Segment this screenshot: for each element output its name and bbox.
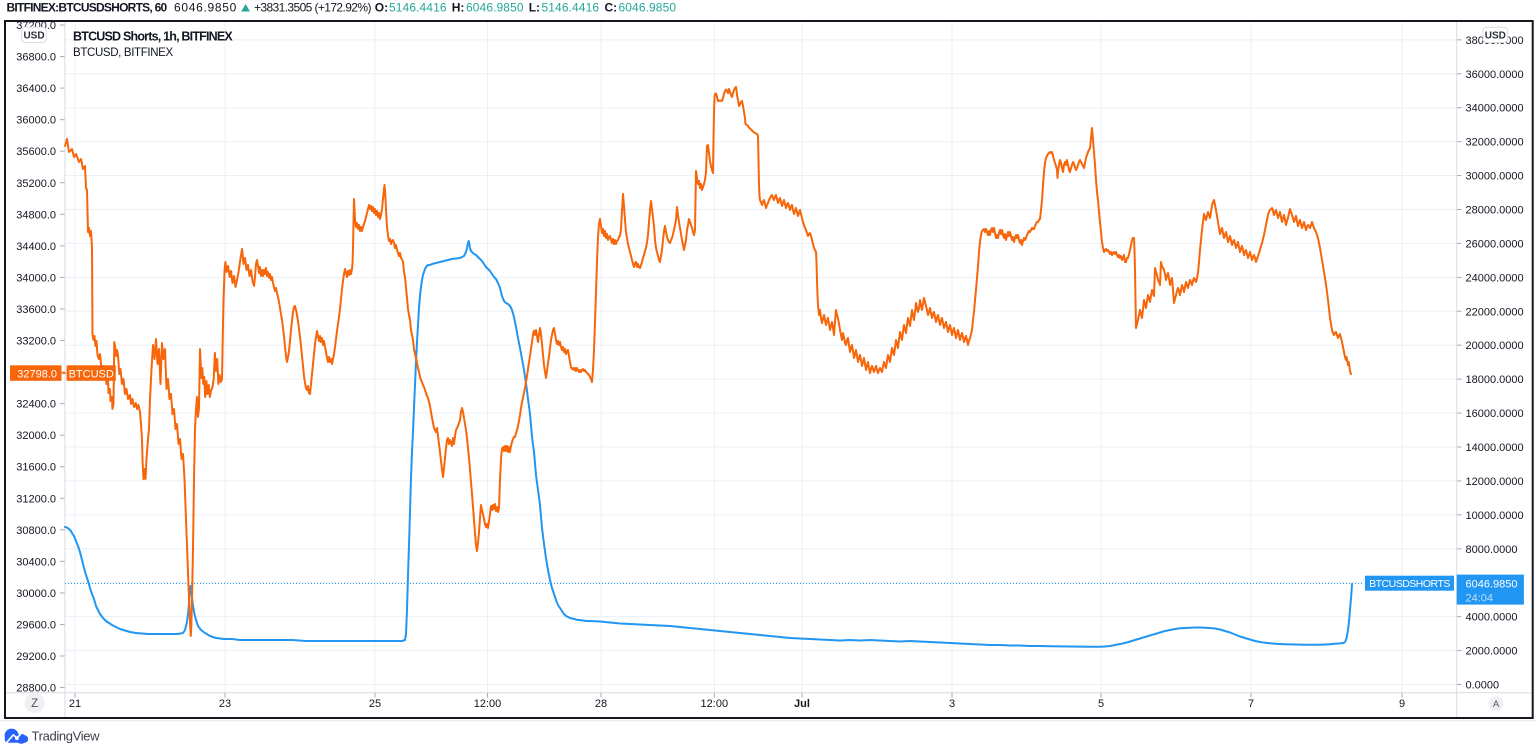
svg-text:7: 7 <box>1248 698 1254 710</box>
svg-text:30800.0: 30800.0 <box>16 525 56 537</box>
svg-text:28: 28 <box>595 698 607 710</box>
svg-text:33600.0: 33600.0 <box>16 304 56 316</box>
svg-text:23: 23 <box>219 698 231 710</box>
svg-text:30400.0: 30400.0 <box>16 556 56 568</box>
svg-text:36400.0: 36400.0 <box>16 83 56 95</box>
svg-text:32798.0: 32798.0 <box>17 368 57 380</box>
svg-text:24000.0000: 24000.0000 <box>1466 272 1524 284</box>
svg-text:TradingView: TradingView <box>32 728 101 743</box>
svg-text:C:: C: <box>605 1 618 15</box>
svg-text:12:00: 12:00 <box>474 698 502 710</box>
svg-text:34800.0: 34800.0 <box>16 209 56 221</box>
svg-text:22000.0000: 22000.0000 <box>1466 306 1524 318</box>
svg-text:Jul: Jul <box>794 698 810 710</box>
svg-text:H:: H: <box>452 1 465 15</box>
svg-text:14000.0000: 14000.0000 <box>1466 442 1524 454</box>
svg-text:34000.0000: 34000.0000 <box>1466 103 1524 115</box>
svg-text:4000.0000: 4000.0000 <box>1466 612 1518 624</box>
svg-text:6046.9850: 6046.9850 <box>174 1 237 15</box>
svg-text:BTCUSD, BITFINEX: BTCUSD, BITFINEX <box>73 47 174 59</box>
svg-text:24:04: 24:04 <box>1466 592 1494 604</box>
svg-text:O:: O: <box>375 1 388 15</box>
svg-text:35200.0: 35200.0 <box>16 178 56 190</box>
svg-text:5146.4416: 5146.4416 <box>389 1 447 15</box>
svg-text:36000.0: 36000.0 <box>16 115 56 127</box>
svg-text:20000.0000: 20000.0000 <box>1466 340 1524 352</box>
svg-text:33200.0: 33200.0 <box>16 336 56 348</box>
svg-text:34000.0: 34000.0 <box>16 272 56 284</box>
svg-text:6046.9850: 6046.9850 <box>1466 579 1518 591</box>
svg-text:BTCUSDSHORTS: BTCUSDSHORTS <box>1369 578 1450 590</box>
svg-text:A: A <box>1493 699 1500 710</box>
svg-text:USD: USD <box>1485 31 1506 42</box>
svg-text:5: 5 <box>1098 698 1104 710</box>
svg-text:2000.0000: 2000.0000 <box>1466 646 1518 658</box>
svg-text:29600.0: 29600.0 <box>16 619 56 631</box>
svg-text:26000.0000: 26000.0000 <box>1466 238 1524 250</box>
svg-text:36800.0: 36800.0 <box>16 52 56 64</box>
svg-text:32000.0000: 32000.0000 <box>1466 137 1524 149</box>
svg-text:35600.0: 35600.0 <box>16 146 56 158</box>
svg-text:BITFINEX:BTCUSDSHORTS, 60: BITFINEX:BTCUSDSHORTS, 60 <box>7 1 168 15</box>
svg-text:34400.0: 34400.0 <box>16 241 56 253</box>
svg-text:21: 21 <box>69 698 81 710</box>
svg-text:32400.0: 32400.0 <box>16 399 56 411</box>
svg-text:BTCUSD Shorts, 1h, BITFINEX: BTCUSD Shorts, 1h, BITFINEX <box>73 30 233 44</box>
svg-text:29200.0: 29200.0 <box>16 651 56 663</box>
svg-text:31600.0: 31600.0 <box>16 462 56 474</box>
svg-text:12:00: 12:00 <box>701 698 729 710</box>
svg-text:L:: L: <box>529 1 540 15</box>
svg-text:12000.0000: 12000.0000 <box>1466 476 1524 488</box>
svg-text:3: 3 <box>949 698 955 710</box>
svg-text:5146.4416: 5146.4416 <box>542 1 600 15</box>
svg-text:18000.0000: 18000.0000 <box>1466 374 1524 386</box>
svg-text:USD: USD <box>23 31 44 42</box>
svg-text:36000.0000: 36000.0000 <box>1466 69 1524 81</box>
svg-text:30000.0000: 30000.0000 <box>1466 171 1524 183</box>
svg-text:32000.0: 32000.0 <box>16 430 56 442</box>
svg-text:31200.0: 31200.0 <box>16 493 56 505</box>
svg-text:10000.0000: 10000.0000 <box>1466 510 1524 522</box>
svg-text:0.0000: 0.0000 <box>1466 680 1500 692</box>
svg-text:9: 9 <box>1399 698 1405 710</box>
svg-text:28800.0: 28800.0 <box>16 683 56 695</box>
svg-text:6046.9850: 6046.9850 <box>619 1 677 15</box>
svg-text:16000.0000: 16000.0000 <box>1466 408 1524 420</box>
svg-text:25: 25 <box>369 698 381 710</box>
svg-text:6046.9850: 6046.9850 <box>466 1 524 15</box>
svg-text:BTCUSD: BTCUSD <box>69 368 114 380</box>
svg-text:8000.0000: 8000.0000 <box>1466 544 1518 556</box>
svg-text:28000.0000: 28000.0000 <box>1466 204 1524 216</box>
svg-text:30000.0: 30000.0 <box>16 588 56 600</box>
svg-text:+3831.3505 (+172.92%): +3831.3505 (+172.92%) <box>254 1 371 15</box>
svg-text:Z: Z <box>31 698 38 710</box>
